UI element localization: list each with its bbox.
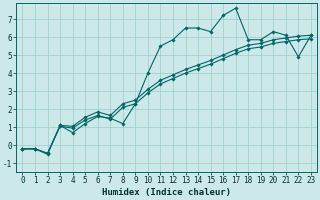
X-axis label: Humidex (Indice chaleur): Humidex (Indice chaleur)	[102, 188, 231, 197]
